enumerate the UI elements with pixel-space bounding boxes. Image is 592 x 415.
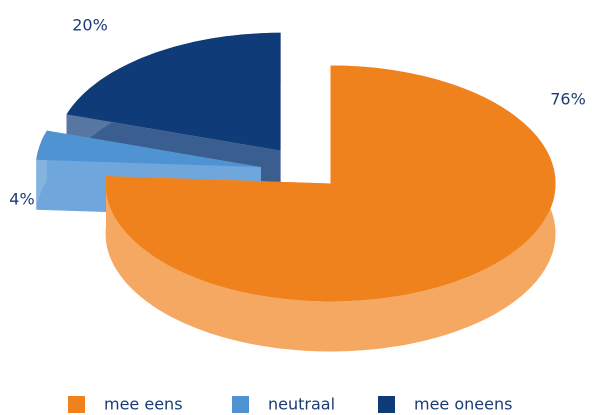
legend: mee eens neutraal mee oneens (68, 395, 512, 414)
data-label: 20% (72, 16, 108, 35)
data-label: 76% (550, 90, 586, 109)
legend-swatch (378, 396, 395, 413)
legend-label: mee eens (104, 395, 183, 414)
legend-swatch (232, 396, 249, 413)
legend-label: neutraal (268, 395, 335, 414)
legend-label: mee oneens (414, 395, 512, 414)
slice (105, 65, 556, 302)
slice (36, 130, 261, 168)
legend-swatch (68, 396, 85, 413)
pie (36, 32, 556, 352)
slice (66, 32, 281, 151)
data-label: 4% (9, 190, 34, 209)
